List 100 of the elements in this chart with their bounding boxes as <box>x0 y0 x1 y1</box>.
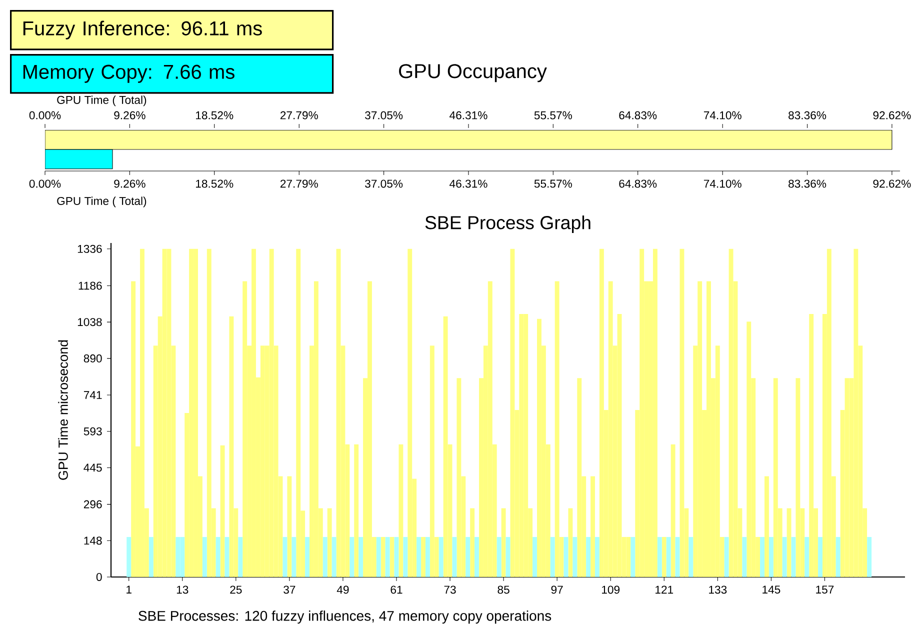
x2-tick-label: 9.26% <box>114 111 146 120</box>
bar <box>688 536 694 577</box>
bar <box>408 248 412 577</box>
bar <box>474 536 480 577</box>
x-tick-label: 83.36% <box>788 180 826 188</box>
bar <box>296 248 301 577</box>
bar <box>425 536 430 577</box>
bar <box>358 536 364 577</box>
x2-tick-label: 74.10% <box>704 111 742 120</box>
x-tick-label: 157 <box>816 586 834 594</box>
x2-tick-label: 0.00% <box>29 111 61 120</box>
bar <box>844 378 850 577</box>
bar <box>586 536 591 577</box>
bar <box>782 536 787 577</box>
x2-tick-label: 55.57% <box>534 111 572 120</box>
bar <box>550 536 555 577</box>
y-tick-label: 741 <box>84 391 102 399</box>
x2-tick-label: 92.62% <box>873 111 911 120</box>
bar <box>532 536 537 577</box>
bar <box>322 536 328 577</box>
bar <box>657 536 662 577</box>
bar <box>385 536 390 577</box>
bar <box>403 536 408 577</box>
bar <box>466 536 470 577</box>
bar <box>470 508 475 577</box>
x-tick-label: 133 <box>709 586 727 594</box>
bar <box>238 536 243 577</box>
bar <box>162 248 167 577</box>
bar <box>380 536 386 577</box>
x-tick-label: 73 <box>444 586 456 594</box>
x-tick-label: 37.05% <box>365 180 403 188</box>
x-tick-label: 9.26% <box>114 180 146 188</box>
bar <box>760 536 764 577</box>
bar <box>452 536 457 577</box>
x-tick-label: 46.31% <box>450 180 488 188</box>
y-tick-label: 445 <box>84 464 102 472</box>
x-tick-label: 61 <box>390 586 402 594</box>
bar <box>652 248 658 577</box>
bar <box>836 536 840 577</box>
x2-tick-label: 27.79% <box>280 111 318 120</box>
bar <box>564 536 568 577</box>
chart-title: SBE Process Graph <box>425 216 590 233</box>
bar <box>666 536 671 577</box>
x-tick-label: 92.62% <box>873 180 911 188</box>
bar <box>332 536 336 577</box>
x-tick-label: 25 <box>230 586 242 594</box>
bar <box>242 281 248 577</box>
text: Memory Copy: 7.66 ms <box>23 64 234 83</box>
x-tick-label: 37 <box>284 586 296 594</box>
bar <box>818 536 822 577</box>
bar <box>742 536 747 577</box>
bar <box>421 536 426 577</box>
bar <box>166 248 172 577</box>
bar <box>176 536 180 577</box>
y-tick-label: 1186 <box>78 282 102 290</box>
x-tick-label: 13 <box>176 586 188 594</box>
bar <box>287 476 292 577</box>
bar <box>577 378 582 577</box>
bar <box>506 536 510 577</box>
x-tick-label: 18.52% <box>196 180 234 188</box>
bar <box>809 314 814 577</box>
bar <box>630 536 636 577</box>
bar <box>282 536 288 577</box>
bar <box>443 316 448 577</box>
bar <box>796 378 800 577</box>
bar <box>292 536 296 577</box>
bar <box>501 508 506 577</box>
bar <box>456 378 462 577</box>
bar <box>229 316 234 577</box>
x-axis-title: GPU Time ( Total) <box>57 196 146 208</box>
bar <box>662 536 666 577</box>
x-tick-label: 55.57% <box>534 180 572 188</box>
bar <box>510 248 515 577</box>
bar <box>148 536 154 577</box>
y-tick-label: 1038 <box>78 318 102 326</box>
y-axis-title: GPU Time microsecond <box>58 340 68 480</box>
bar <box>394 536 399 577</box>
bar <box>220 445 225 577</box>
bar <box>202 536 207 577</box>
bar <box>416 536 422 577</box>
x-tick-label: 85 <box>498 586 510 594</box>
bar <box>675 536 680 577</box>
text: Fuzzy Inference: 96.11 ms <box>23 20 262 40</box>
y-tick-label: 1336 <box>78 244 102 253</box>
x-tick-label: 121 <box>656 586 674 594</box>
x-tick-label: 0.00% <box>29 180 61 188</box>
chart-title: GPU Occupancy <box>399 64 547 82</box>
bar <box>350 536 354 577</box>
bar <box>327 508 332 577</box>
x-tick-label: 97 <box>551 586 563 594</box>
x-tick-label: 64.83% <box>619 180 657 188</box>
bar <box>336 248 341 577</box>
bar <box>496 536 502 577</box>
bar <box>590 476 595 577</box>
bar <box>224 536 230 577</box>
bar <box>728 248 734 577</box>
bar <box>376 536 381 577</box>
x2-tick-label: 83.36% <box>788 111 826 120</box>
bar <box>438 536 444 577</box>
x-axis-title: SBE Processes: 120 fuzzy influences, 47 memory copy operations <box>138 610 552 624</box>
